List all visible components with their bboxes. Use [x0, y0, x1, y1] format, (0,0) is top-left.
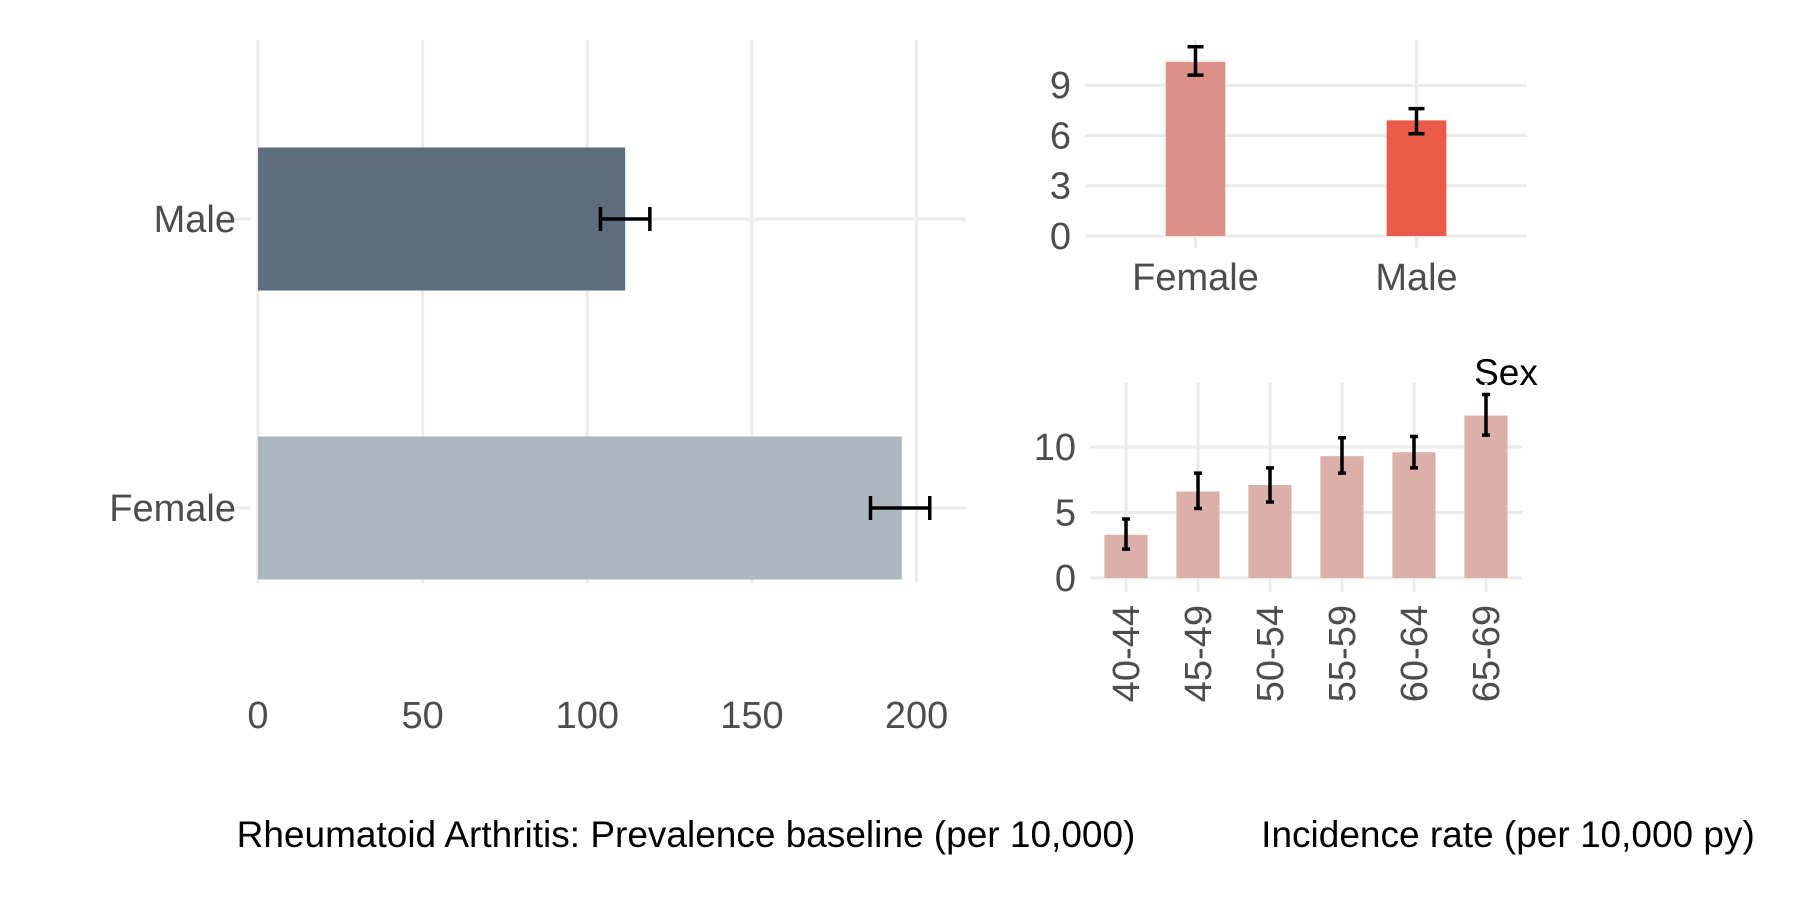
incidence-age-tick-labels: 0 5 10 40-44 45-49 50-54 55-59 60-64 65-69: [1034, 427, 1508, 702]
error-bar-male: [1408, 106, 1425, 136]
error-bar-50-54: [1266, 466, 1274, 504]
incidence-sex-error-bars: [1187, 44, 1425, 136]
bar-female: [258, 436, 902, 580]
error-bar-60-64: [1410, 434, 1418, 470]
prevalence-tick-labels: 0 50 100 150 200 Male Female: [109, 199, 948, 737]
incidence-sex-bars: [1165, 61, 1447, 237]
error-bar-55-59: [1338, 436, 1346, 475]
y-tick-label: 0: [1055, 558, 1076, 600]
error-bar-40-44: [1122, 517, 1130, 551]
x-tick-label: 45-49: [1178, 605, 1220, 702]
error-bar-65-69: [1482, 392, 1490, 437]
y-tick-label: 10: [1034, 427, 1076, 469]
y-tick-label: 5: [1055, 492, 1076, 534]
bar-55-59: [1320, 456, 1364, 578]
y-tick-label: Female: [109, 488, 236, 530]
incidence-sex-x-axis-title: Sex: [1474, 352, 1538, 393]
x-tick-label: 55-59: [1322, 605, 1364, 702]
x-tick-label: Male: [1375, 257, 1457, 299]
incidence-age-gridlines: [1090, 383, 1522, 592]
bar-male: [1386, 120, 1447, 236]
incidence-by-sex-chart: 0 3 6 9 Female Male Sex: [1050, 40, 1538, 393]
incidence-age-error-bars: [1122, 392, 1490, 551]
y-tick-label: 3: [1050, 166, 1071, 208]
bar-male: [258, 147, 626, 291]
x-tick-label: 150: [720, 695, 783, 737]
x-tick-label: 60-64: [1394, 605, 1436, 702]
y-tick-label: 0: [1050, 216, 1071, 258]
x-tick-label: 50: [402, 695, 444, 737]
incidence-age-x-axis-title: Incidence rate (per 10,000 py): [1261, 814, 1755, 855]
prevalence-error-bars: [598, 207, 932, 520]
incidence-sex-tick-labels: 0 3 6 9 Female Male: [1050, 65, 1458, 299]
error-bar-male: [598, 207, 652, 231]
x-tick-label: 50-54: [1250, 605, 1292, 702]
bar-female: [1165, 61, 1226, 237]
error-bar-45-49: [1194, 471, 1202, 511]
x-tick-label: 100: [556, 695, 619, 737]
error-bar-female: [1187, 44, 1204, 77]
bar-60-64: [1392, 452, 1436, 578]
incidence-by-age-chart: 0 5 10 40-44 45-49 50-54 55-59 60-64 65-69 Incid…: [1034, 383, 1755, 855]
error-bar-female: [868, 496, 932, 520]
incidence-sex-gridlines: [1085, 40, 1527, 248]
y-tick-label: Male: [154, 199, 236, 241]
x-tick-label: 200: [885, 695, 948, 737]
x-tick-label: 65-69: [1466, 605, 1508, 702]
incidence-age-bars: [1104, 415, 1508, 578]
y-tick-label: 9: [1050, 65, 1071, 107]
x-tick-label: 40-44: [1106, 605, 1148, 702]
y-tick-label: 6: [1050, 115, 1071, 157]
bar-65-69: [1464, 415, 1508, 578]
x-tick-label: 0: [247, 695, 268, 737]
prevalence-x-axis-title: Rheumatoid Arthritis: Prevalence baselin…: [237, 814, 1136, 855]
prevalence-bars: [258, 147, 902, 580]
x-tick-label: Female: [1132, 257, 1259, 299]
